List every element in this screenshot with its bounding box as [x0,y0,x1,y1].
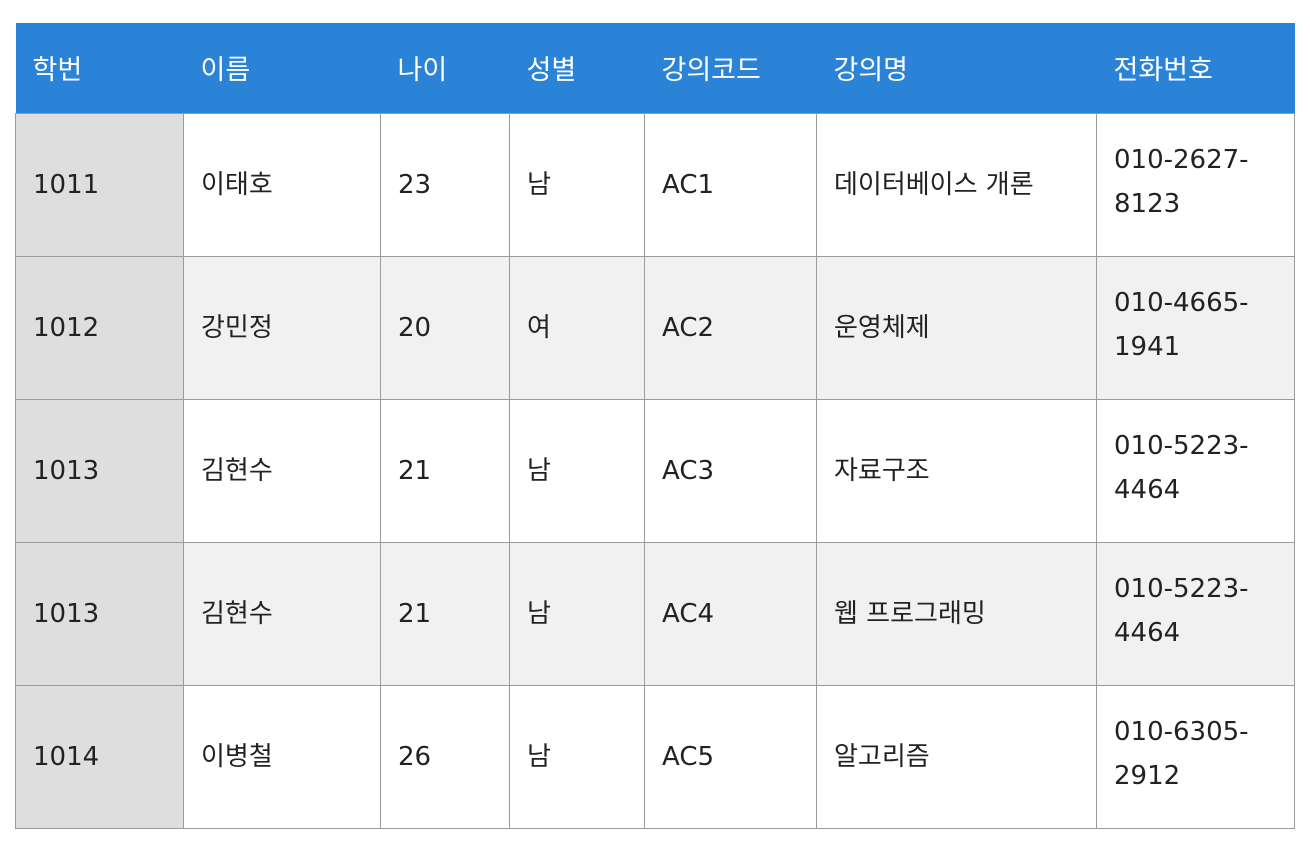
cell-course-name: 자료구조 [816,398,1097,543]
cell-name: 김현수 [183,398,381,543]
cell-course-code: AC4 [644,541,817,686]
cell-name: 이병철 [183,684,381,829]
cell-gender: 남 [509,684,645,829]
header-gender: 성별 [509,23,645,113]
cell-phone: 010-6305- 2912 [1096,684,1295,829]
cell-phone: 010-2627- 8123 [1096,112,1295,257]
phone-line-2: 4464 [1114,474,1181,505]
phone-line-2: 1941 [1114,331,1181,362]
table-row: 1011 이태호 23 남 AC1 데이터베이스 개론 010-2627- 81… [15,112,1295,257]
cell-gender: 남 [509,541,645,686]
phone-line-1: 010-5223- [1114,430,1249,461]
phone-line-2: 8123 [1114,188,1181,219]
cell-age: 26 [380,684,510,829]
student-course-table-container: 학번 이름 나이 성별 강의코드 강의명 전화번호 1011 이태호 23 남 … [15,23,1295,829]
cell-age: 23 [380,112,510,257]
cell-course-name: 웹 프로그래밍 [816,541,1097,686]
cell-age: 21 [380,541,510,686]
cell-phone: 010-5223- 4464 [1096,541,1295,686]
cell-student-id: 1013 [15,541,184,686]
cell-course-name: 알고리즘 [816,684,1097,829]
header-course-name: 강의명 [816,23,1097,113]
header-phone: 전화번호 [1096,23,1295,113]
header-row: 학번 이름 나이 성별 강의코드 강의명 전화번호 [15,23,1295,113]
cell-age: 20 [380,255,510,400]
cell-gender: 남 [509,398,645,543]
header-student-id: 학번 [15,23,184,113]
cell-course-name: 데이터베이스 개론 [816,112,1097,257]
cell-student-id: 1011 [15,112,184,257]
table-header: 학번 이름 나이 성별 강의코드 강의명 전화번호 [15,23,1295,113]
cell-age: 21 [380,398,510,543]
cell-course-code: AC2 [644,255,817,400]
header-course-code: 강의코드 [644,23,817,113]
header-name: 이름 [183,23,381,113]
cell-student-id: 1013 [15,398,184,543]
cell-gender: 남 [509,112,645,257]
phone-line-2: 2912 [1114,760,1181,791]
cell-name: 이태호 [183,112,381,257]
phone-line-1: 010-2627- [1114,144,1249,175]
cell-course-code: AC1 [644,112,817,257]
table-row: 1013 김현수 21 남 AC3 자료구조 010-5223- 4464 [15,398,1295,543]
cell-course-name: 운영체제 [816,255,1097,400]
cell-student-id: 1014 [15,684,184,829]
table-body: 1011 이태호 23 남 AC1 데이터베이스 개론 010-2627- 81… [15,112,1295,829]
cell-student-id: 1012 [15,255,184,400]
cell-gender: 여 [509,255,645,400]
table-row: 1014 이병철 26 남 AC5 알고리즘 010-6305- 2912 [15,684,1295,829]
phone-line-1: 010-5223- [1114,573,1249,604]
cell-course-code: AC3 [644,398,817,543]
table-row: 1013 김현수 21 남 AC4 웹 프로그래밍 010-5223- 4464 [15,541,1295,686]
phone-line-1: 010-6305- [1114,716,1249,747]
phone-line-1: 010-4665- [1114,287,1249,318]
phone-line-2: 4464 [1114,617,1181,648]
table-row: 1012 강민정 20 여 AC2 운영체제 010-4665- 1941 [15,255,1295,400]
cell-name: 강민정 [183,255,381,400]
cell-phone: 010-4665- 1941 [1096,255,1295,400]
student-course-table: 학번 이름 나이 성별 강의코드 강의명 전화번호 1011 이태호 23 남 … [15,23,1295,829]
cell-course-code: AC5 [644,684,817,829]
cell-name: 김현수 [183,541,381,686]
cell-phone: 010-5223- 4464 [1096,398,1295,543]
header-age: 나이 [380,23,510,113]
